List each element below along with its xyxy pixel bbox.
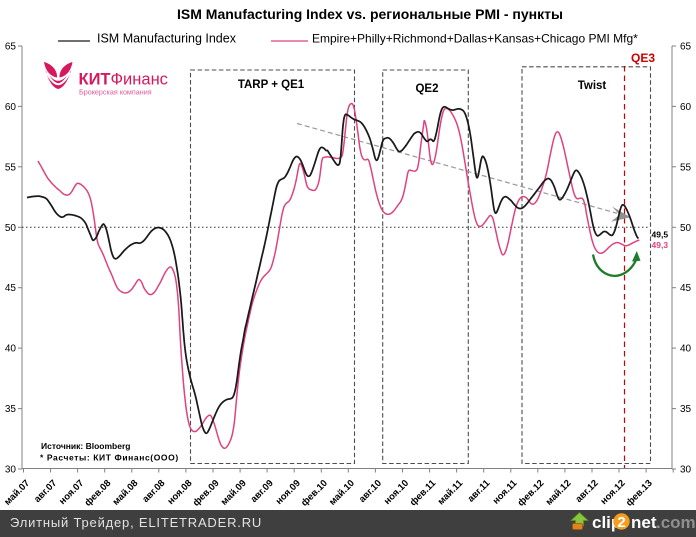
svg-text:45: 45	[5, 283, 17, 294]
svg-text:49,5: 49,5	[652, 230, 669, 240]
svg-text:65: 65	[5, 42, 17, 53]
svg-text:QE3: QE3	[631, 51, 655, 65]
svg-text:60: 60	[680, 102, 692, 113]
svg-text:40: 40	[5, 344, 17, 355]
svg-text:35: 35	[5, 404, 17, 415]
svg-text:Брокерская компания: Брокерская компания	[79, 88, 152, 97]
svg-text:* Расчеты: КИТ Финанс(ООО): * Расчеты: КИТ Финанс(ООО)	[40, 453, 179, 463]
svg-text:30: 30	[5, 465, 17, 476]
svg-text:40: 40	[680, 344, 692, 355]
svg-text:65: 65	[680, 42, 692, 53]
svg-text:КИТФинанс: КИТФинанс	[79, 71, 168, 89]
svg-text:QE2: QE2	[415, 83, 438, 95]
svg-text:clip: clip	[592, 513, 621, 532]
svg-text:35: 35	[680, 404, 692, 415]
svg-text:55: 55	[5, 162, 17, 173]
svg-text:ISM Manufacturing Index: ISM Manufacturing Index	[97, 32, 237, 46]
svg-text:50: 50	[5, 223, 17, 234]
svg-text:50: 50	[680, 223, 692, 234]
svg-text:30: 30	[680, 465, 692, 476]
svg-text:45: 45	[680, 283, 692, 294]
svg-text:49,3: 49,3	[652, 240, 669, 250]
svg-text:TARP + QE1: TARP + QE1	[238, 79, 305, 91]
svg-text:2: 2	[617, 514, 625, 531]
svg-text:Empire+Philly+Richmond+Dallas+: Empire+Philly+Richmond+Dallas+Kansas+Chi…	[312, 32, 638, 46]
svg-text:.com: .com	[656, 513, 696, 532]
svg-text:net: net	[631, 513, 657, 532]
svg-text:Twist: Twist	[578, 80, 607, 92]
svg-text:Элитный Трейдер, ELITETRADER.R: Элитный Трейдер, ELITETRADER.RU	[10, 515, 262, 530]
svg-text:Источник: Bloomberg: Источник: Bloomberg	[41, 441, 130, 451]
svg-text:55: 55	[680, 162, 692, 173]
svg-text:60: 60	[5, 102, 17, 113]
svg-text:ISM Manufacturing Index vs. ре: ISM Manufacturing Index vs. региональные…	[177, 6, 563, 22]
